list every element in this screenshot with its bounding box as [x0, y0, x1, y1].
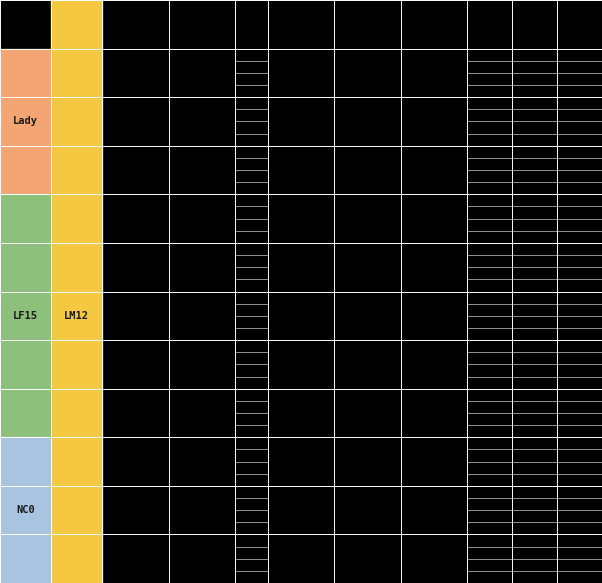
Bar: [0, 194, 51, 437]
Bar: [51, 0, 102, 583]
Bar: [0, 437, 51, 583]
Bar: [0, 48, 51, 194]
Text: LF15: LF15: [13, 311, 38, 321]
Text: NC0: NC0: [16, 505, 35, 515]
Text: LM12: LM12: [64, 311, 89, 321]
Text: Lady: Lady: [13, 117, 38, 127]
